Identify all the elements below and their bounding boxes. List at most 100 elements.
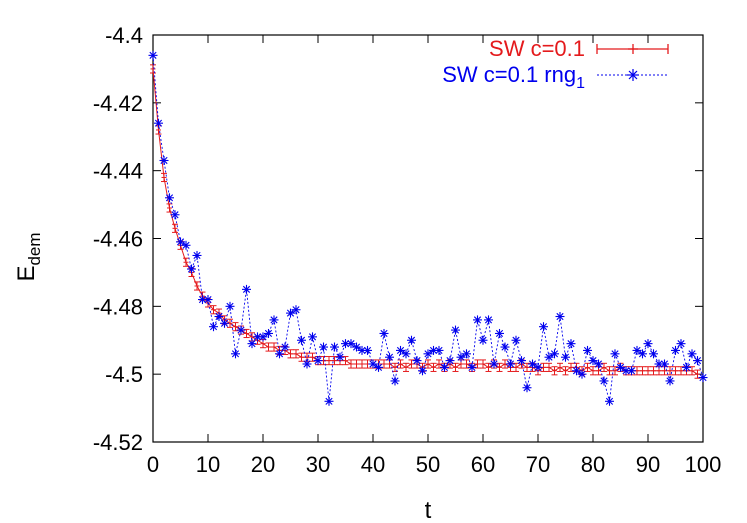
data-point-sw-c01-rng1	[544, 352, 554, 362]
data-point-sw-c01	[639, 366, 646, 376]
data-point-sw-c01	[694, 369, 701, 379]
data-point-sw-c01-rng1	[335, 352, 345, 362]
data-point-sw-c01-rng1	[214, 312, 224, 322]
data-point-sw-c01-rng1	[478, 335, 488, 345]
data-point-sw-c01	[568, 362, 574, 372]
data-point-sw-c01	[353, 359, 360, 369]
x-tick-label: 50	[416, 452, 440, 477]
data-point-sw-c01	[172, 223, 178, 233]
data-point-sw-c01-rng1	[577, 369, 587, 379]
legend: SW c=0.1 SW c=0.1 rng1	[442, 36, 669, 92]
data-point-sw-c01-rng1	[583, 345, 592, 355]
data-point-sw-c01	[650, 366, 657, 376]
data-point-sw-c01-rng1	[462, 349, 471, 359]
data-point-sw-c01-rng1	[434, 345, 444, 355]
data-point-sw-c01-rng1	[148, 50, 158, 60]
data-point-sw-c01	[551, 366, 558, 376]
x-tick-label: 40	[361, 452, 385, 477]
data-point-sw-c01	[150, 64, 156, 74]
data-point-sw-c01-rng1	[374, 362, 383, 372]
data-point-sw-c01-rng1	[588, 356, 598, 366]
data-point-sw-c01-rng1	[352, 342, 361, 352]
y-tick-label: -4.48	[93, 294, 143, 319]
data-point-sw-c01	[474, 359, 481, 369]
data-point-sw-c01-rng1	[456, 352, 466, 362]
x-tick-label: 20	[251, 452, 275, 477]
plot-frame	[152, 34, 704, 443]
data-point-sw-c01	[557, 362, 563, 372]
data-point-sw-c01-rng1	[165, 193, 174, 203]
data-point-sw-c01	[480, 359, 486, 369]
data-point-sw-c01-rng1	[330, 342, 339, 352]
data-point-sw-c01-rng1	[555, 312, 565, 322]
data-point-sw-c01	[452, 362, 459, 372]
data-point-sw-c01-rng1	[566, 339, 576, 349]
data-point-sw-c01	[546, 362, 552, 372]
data-point-sw-c01-rng1	[385, 352, 394, 362]
data-point-sw-c01-rng1	[687, 349, 697, 359]
data-point-sw-c01-rng1	[522, 383, 532, 393]
data-point-sw-c01	[271, 342, 277, 352]
data-point-sw-c01	[359, 359, 365, 369]
y-tick-label: -4.46	[93, 227, 143, 252]
data-point-sw-c01	[562, 366, 569, 376]
data-point-sw-c01-rng1	[698, 373, 708, 383]
data-point-sw-c01-rng1	[313, 356, 323, 366]
data-point-sw-c01	[672, 366, 679, 376]
data-point-sw-c01	[293, 349, 299, 359]
data-point-sw-c01-rng1	[605, 396, 614, 406]
data-point-sw-c01-rng1	[423, 349, 433, 359]
data-point-sw-c01-rng1	[242, 284, 251, 294]
data-point-sw-c01	[612, 366, 618, 376]
data-point-sw-c01-rng1	[412, 356, 422, 366]
data-point-sw-c01-rng1	[682, 362, 691, 372]
data-point-sw-c01-rng1	[247, 339, 257, 349]
y-axis-title-main: E	[13, 266, 40, 282]
data-point-sw-c01-rng1	[159, 155, 169, 165]
data-point-sw-c01-rng1	[451, 325, 460, 335]
data-point-sw-c01-rng1	[638, 349, 647, 359]
data-point-sw-c01	[425, 359, 431, 369]
data-point-sw-c01	[210, 305, 217, 315]
data-point-sw-c01	[606, 366, 613, 376]
legend-label-sw-c01: SW c=0.1	[489, 36, 585, 61]
data-point-sw-c01-rng1	[676, 339, 686, 349]
y-axis-title-subscript: dem	[25, 232, 44, 265]
data-point-sw-c01-rng1	[643, 339, 653, 349]
legend-marker-sw-c01-rng1	[627, 69, 639, 81]
data-point-sw-c01-rng1	[511, 335, 521, 345]
data-point-sw-c01-rng1	[280, 342, 290, 352]
data-point-sw-c01-rng1	[649, 349, 658, 359]
series-sw-c01	[150, 64, 701, 379]
data-point-sw-c01	[436, 359, 442, 369]
data-point-sw-c01	[298, 352, 305, 362]
x-tick-label: 80	[581, 452, 605, 477]
data-point-sw-c01-rng1	[264, 328, 273, 338]
data-point-sw-c01-rng1	[187, 264, 196, 274]
x-tick-label: 70	[526, 452, 550, 477]
y-axis-title: Edem	[13, 232, 44, 281]
series-sw-c01-rng1	[148, 50, 708, 406]
x-tick-label: 30	[306, 452, 330, 477]
data-point-sw-c01-rng1	[220, 318, 229, 328]
data-point-sw-c01	[601, 362, 607, 372]
data-point-sw-c01-rng1	[616, 362, 625, 372]
data-point-sw-c01-rng1	[286, 308, 295, 318]
data-point-sw-c01	[584, 362, 591, 372]
data-point-sw-c01	[678, 366, 684, 376]
y-tick-label: -4.42	[93, 91, 143, 116]
axes	[152, 34, 704, 443]
data-point-sw-c01-rng1	[192, 250, 202, 260]
x-tick-label: 10	[196, 452, 220, 477]
data-point-sw-c01-rng1	[379, 328, 389, 338]
series-line-sw-c01	[152, 68, 698, 375]
data-point-sw-c01-rng1	[484, 315, 493, 325]
data-point-sw-c01-rng1	[297, 335, 306, 345]
data-point-sw-c01-rng1	[319, 342, 328, 352]
legend-label-sw-c01-rng1: SW c=0.1 rng1	[442, 62, 585, 92]
data-point-sw-c01-rng1	[572, 366, 581, 376]
data-point-sw-c01-rng1	[363, 345, 372, 355]
data-point-sw-c01-rng1	[693, 356, 702, 366]
data-point-sw-c01-rng1	[500, 342, 510, 352]
data-point-sw-c01-rng1	[154, 118, 163, 128]
